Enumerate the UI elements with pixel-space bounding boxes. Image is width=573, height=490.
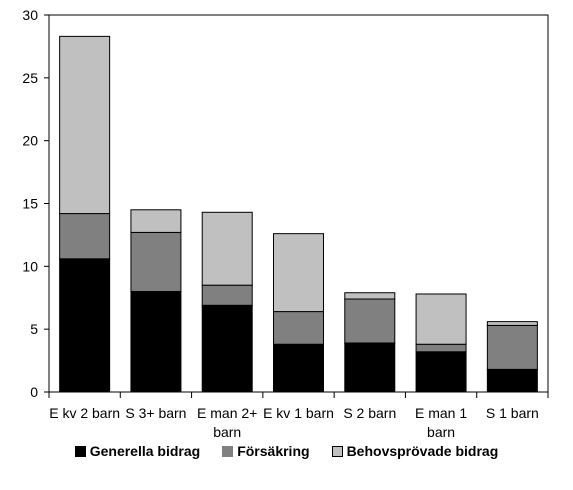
bar-segment: [130, 290, 182, 393]
bar-segment: [344, 298, 396, 344]
x-category-label: E man 1: [415, 405, 467, 421]
bar-segment: [201, 304, 253, 393]
y-tick-label: 30: [22, 7, 38, 23]
legend-item-forsakring: Försäkring: [222, 443, 310, 459]
x-category-label: E kv 2 barn: [49, 405, 120, 421]
bar-segment: [130, 231, 182, 292]
bar-segment: [415, 351, 467, 393]
bar-segment: [59, 258, 111, 393]
legend-label-generella: Generella bidrag: [89, 443, 201, 459]
y-tick-label: 5: [30, 321, 38, 337]
bar-segment: [486, 324, 538, 370]
legend-swatch-behovsprovade: [331, 445, 343, 457]
chart-svg: 0 5 10 15 20 25 30 E kv 2 barn S 3+ barn E man 2+…: [22, 7, 549, 440]
legend-item-behovsprovade: Behovsprövade bidrag: [331, 443, 499, 459]
y-tick-label: 25: [22, 70, 38, 86]
bar-segment: [130, 209, 182, 233]
bar-segment: [201, 284, 253, 306]
x-category-label: barn: [213, 424, 241, 440]
bar-segment: [273, 233, 324, 313]
bar-segment: [486, 321, 538, 326]
y-tick-label: 0: [30, 384, 38, 400]
bar-segment: [344, 292, 396, 300]
bar-segment: [59, 35, 111, 215]
legend-label-forsakring: Försäkring: [237, 443, 310, 459]
legend: Generella bidrag Försäkring Behovsprövad…: [0, 443, 573, 459]
x-category-label: barn: [427, 424, 455, 440]
y-tick-label: 10: [22, 258, 38, 274]
bar-segment: [486, 368, 538, 393]
x-category-label: E man 2+: [197, 405, 257, 421]
x-category-label: S 3+ barn: [125, 405, 186, 421]
legend-label-behovsprovade: Behovsprövade bidrag: [346, 443, 499, 459]
bar-segment: [273, 311, 324, 345]
bar-segment: [415, 343, 467, 353]
y-tick-label: 20: [22, 133, 38, 149]
legend-swatch-generella: [74, 445, 86, 457]
bar-segment: [344, 342, 396, 393]
legend-item-generella: Generella bidrag: [74, 443, 201, 459]
bar-segment: [59, 213, 111, 260]
x-category-label: E kv 1 barn: [263, 405, 334, 421]
y-tick-label: 15: [22, 196, 38, 212]
bar-segment: [273, 343, 324, 393]
x-category-label: S 1 barn: [486, 405, 539, 421]
x-category-label: S 2 barn: [343, 405, 396, 421]
bar-segment: [415, 293, 467, 345]
bar-segment: [201, 211, 253, 286]
legend-swatch-forsakring: [222, 445, 234, 457]
